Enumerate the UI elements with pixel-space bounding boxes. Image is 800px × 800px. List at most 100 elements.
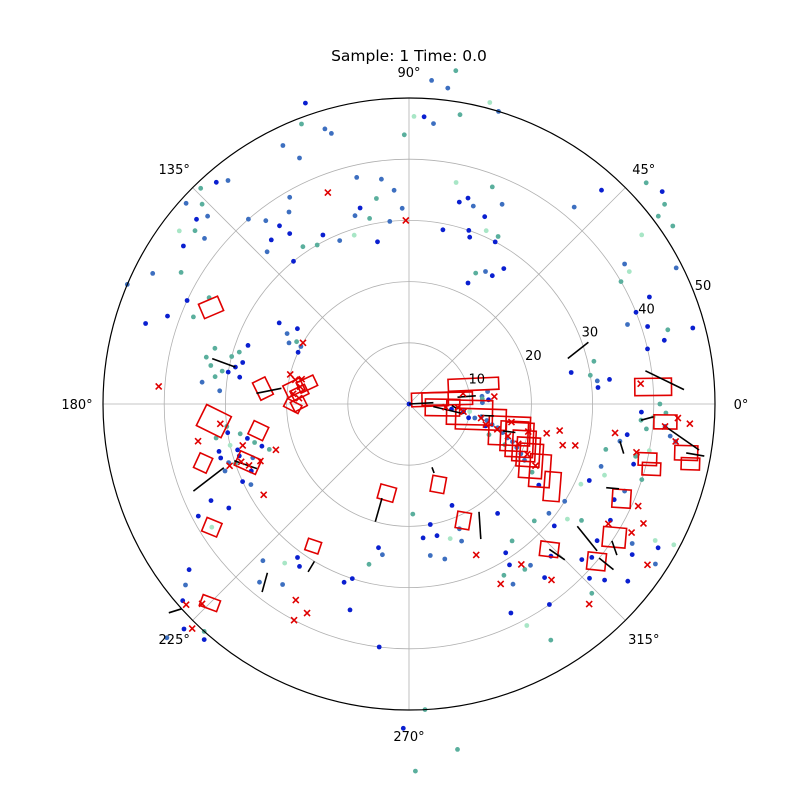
detection-marker (497, 580, 505, 588)
radar-point (507, 562, 512, 568)
radar-point (236, 349, 242, 355)
radar-point (644, 426, 649, 432)
radar-point (578, 481, 584, 487)
detection-markers (155, 189, 694, 633)
detection-box-group (445, 399, 494, 426)
detection-box (542, 470, 563, 503)
detection-marker (194, 437, 202, 445)
radar-point (367, 216, 372, 221)
radar-point (625, 578, 631, 584)
detection-marker (556, 427, 564, 435)
marker-stroke (639, 519, 648, 528)
marker-stroke (194, 437, 202, 445)
radar-point (227, 442, 233, 448)
detection-box-group (653, 413, 678, 430)
velocity-vector (686, 452, 705, 457)
marker-stroke (514, 440, 522, 448)
radar-point (659, 189, 665, 195)
detection-marker (188, 624, 196, 633)
radar-point (467, 234, 473, 240)
radar-point (186, 567, 192, 573)
radar-point (442, 556, 448, 562)
detection-marker (459, 389, 467, 398)
detection-marker (490, 392, 498, 401)
radar-point (546, 510, 552, 516)
radar-point (400, 725, 406, 731)
radar-point (465, 280, 471, 286)
radar-point (643, 180, 649, 186)
radar-point (602, 472, 607, 478)
marker-stroke (643, 561, 652, 569)
velocity-vector (192, 467, 225, 492)
radar-point (195, 513, 201, 519)
radar-point (341, 579, 347, 585)
radar-point (203, 354, 209, 360)
marker-stroke (292, 596, 300, 604)
radar-point (181, 243, 186, 249)
marker-stroke (291, 376, 299, 384)
detection-marker (298, 375, 306, 383)
radar-point (222, 468, 228, 474)
radar-point (598, 464, 604, 469)
radar-point (209, 524, 215, 530)
radar-point (263, 218, 269, 224)
detection-marker (559, 441, 567, 449)
detection-marker (482, 421, 490, 429)
detection-marker (639, 519, 648, 528)
radar-point (670, 223, 676, 229)
marker-stroke (298, 375, 306, 383)
detection-marker (260, 491, 268, 499)
radar-point (401, 132, 407, 138)
detection-box-group (192, 451, 214, 475)
marker-stroke (477, 414, 485, 422)
radar-point (284, 331, 290, 336)
detection-marker (661, 422, 669, 430)
radar-point (587, 575, 592, 581)
radar-point (212, 345, 218, 351)
radar-point (181, 626, 187, 632)
detection-marker (459, 408, 468, 416)
detection-box (192, 451, 214, 475)
velocity-vector (307, 560, 316, 573)
radar-point (205, 213, 211, 219)
velocity-vector (619, 440, 625, 454)
detection-marker (295, 394, 303, 402)
detection-box-group (637, 451, 658, 467)
radar-point (427, 522, 433, 527)
radial-tick-label: 20 (525, 349, 542, 364)
radar-point (246, 216, 251, 222)
radar-point (579, 557, 585, 562)
radar-point (352, 213, 358, 219)
radar-point (192, 228, 198, 234)
marker-stroke (686, 420, 694, 428)
radar-point (248, 482, 254, 487)
detection-marker (514, 440, 522, 448)
marker-stroke (198, 600, 206, 608)
velocity-vector (408, 401, 434, 405)
radial-tick-labels: 10 20 30 40 50 (469, 279, 712, 388)
radar-point (629, 552, 635, 557)
radar-point (671, 542, 677, 548)
radar-point (440, 227, 446, 233)
marker-stroke (260, 491, 268, 499)
radar-point (199, 379, 205, 385)
radar-point (421, 114, 427, 120)
radar-point (229, 354, 235, 359)
detection-marker (272, 446, 280, 454)
detection-box-group (303, 537, 323, 556)
velocity-vector (256, 387, 282, 395)
marker-stroke (226, 462, 234, 470)
radar-point (653, 561, 658, 567)
velocity-vector (548, 548, 566, 561)
polar-frame (102, 97, 716, 711)
radar-point (624, 432, 630, 438)
radar-point (277, 223, 282, 229)
radar-point (509, 538, 515, 544)
radar-point (194, 216, 199, 222)
radar-point (282, 560, 288, 566)
radar-point (645, 324, 650, 329)
radar-point (199, 201, 205, 207)
radar-point (374, 196, 379, 201)
detection-box (303, 537, 323, 556)
radar-point (245, 436, 250, 441)
